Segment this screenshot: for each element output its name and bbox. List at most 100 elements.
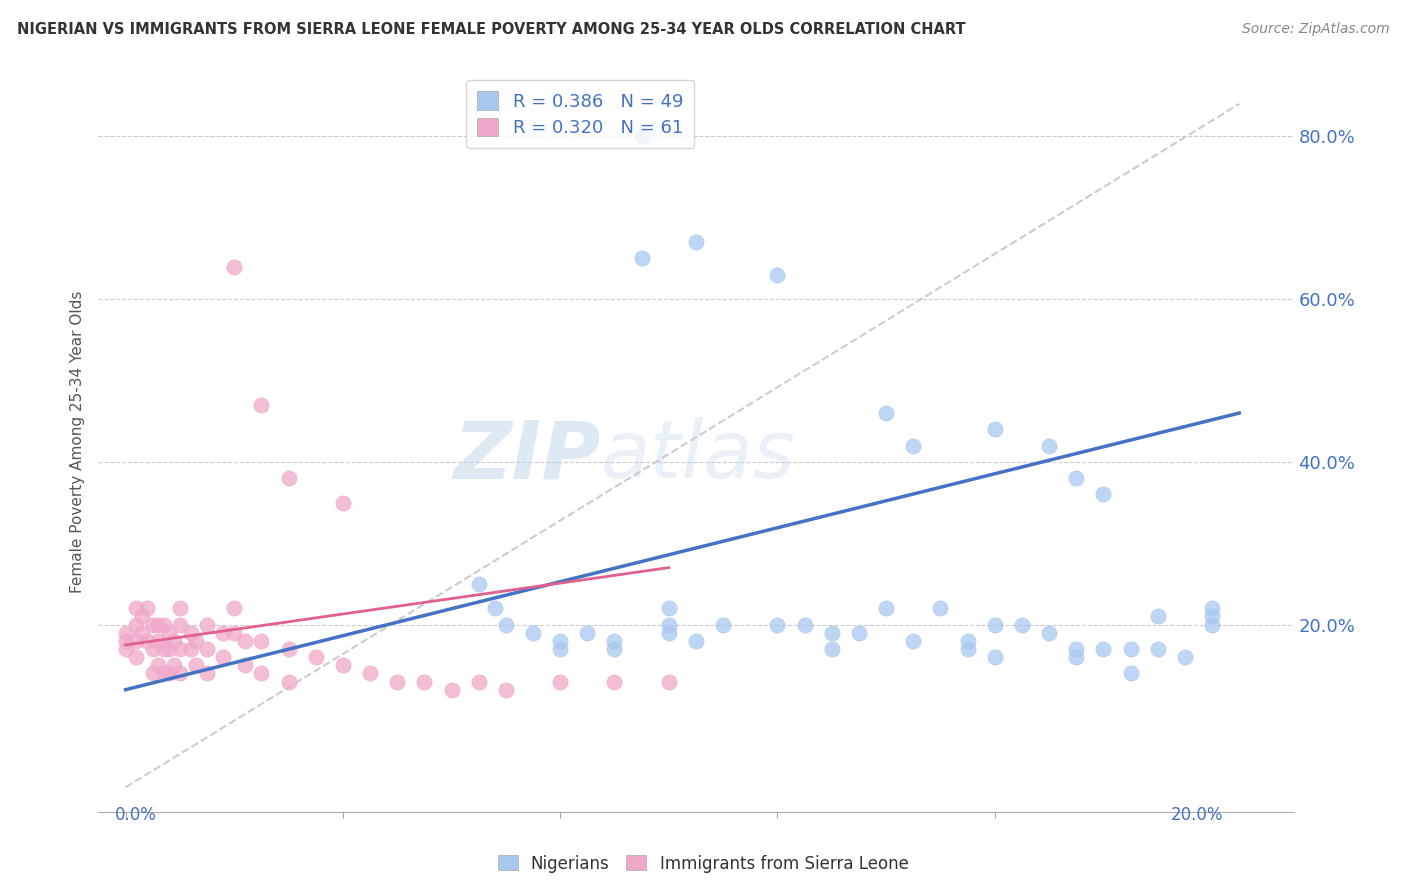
Text: Source: ZipAtlas.com: Source: ZipAtlas.com (1241, 22, 1389, 37)
Point (821, 642, 844, 657)
Point (495, 617, 517, 632)
Point (152, 642, 174, 657)
Point (548, 674, 571, 689)
Point (1201, 601, 1223, 615)
Point (224, 625, 246, 640)
Text: atlas: atlas (600, 417, 796, 495)
Point (603, 633, 626, 648)
Point (484, 601, 506, 615)
Point (984, 650, 1007, 665)
Point (956, 642, 979, 657)
Point (277, 674, 299, 689)
Point (114, 625, 136, 640)
Point (848, 625, 870, 640)
Point (1064, 471, 1087, 485)
Point (766, 268, 789, 282)
Point (630, 252, 652, 266)
Point (157, 666, 180, 681)
Point (548, 642, 571, 657)
Point (125, 601, 148, 615)
Point (131, 609, 153, 624)
Point (136, 633, 159, 648)
Point (142, 666, 165, 681)
Point (984, 617, 1007, 632)
Point (984, 422, 1007, 436)
Point (522, 625, 544, 640)
Point (903, 439, 925, 453)
Point (180, 625, 202, 640)
Point (114, 633, 136, 648)
Point (1064, 642, 1087, 657)
Point (1174, 650, 1197, 665)
Point (186, 633, 208, 648)
Point (685, 235, 707, 250)
Text: ZIP: ZIP (453, 417, 600, 495)
Point (495, 682, 517, 697)
Point (157, 642, 180, 657)
Legend: Nigerians, Immigrants from Sierra Leone: Nigerians, Immigrants from Sierra Leone (491, 848, 915, 880)
Point (658, 601, 681, 615)
Point (195, 617, 218, 632)
Point (250, 633, 273, 648)
Point (142, 642, 165, 657)
Text: 20.0%: 20.0% (1170, 805, 1223, 824)
Point (224, 601, 246, 615)
Point (1201, 617, 1223, 632)
Point (224, 260, 246, 274)
Point (387, 674, 409, 689)
Point (929, 601, 952, 615)
Point (766, 617, 789, 632)
Point (630, 129, 652, 144)
Point (658, 674, 681, 689)
Text: 0.0%: 0.0% (115, 805, 156, 824)
Point (114, 642, 136, 657)
Point (875, 406, 897, 420)
Point (195, 666, 218, 681)
Point (711, 617, 734, 632)
Point (1092, 642, 1115, 657)
Text: NIGERIAN VS IMMIGRANTS FROM SIERRA LEONE FEMALE POVERTY AMONG 25-34 YEAR OLDS CO: NIGERIAN VS IMMIGRANTS FROM SIERRA LEONE… (17, 22, 966, 37)
Point (212, 650, 235, 665)
Point (1146, 642, 1168, 657)
Point (148, 658, 170, 673)
Point (169, 617, 191, 632)
Point (233, 658, 256, 673)
Point (658, 617, 681, 632)
Point (125, 650, 148, 665)
Point (658, 625, 681, 640)
Point (148, 617, 170, 632)
Point (169, 601, 191, 615)
Point (142, 617, 165, 632)
Point (467, 577, 489, 591)
Point (332, 495, 354, 509)
Point (440, 682, 463, 697)
Point (212, 625, 235, 640)
Point (1064, 650, 1087, 665)
Point (169, 666, 191, 681)
Point (332, 658, 354, 673)
Point (169, 642, 191, 657)
Point (413, 674, 436, 689)
Point (277, 642, 299, 657)
Point (250, 666, 273, 681)
Y-axis label: Female Poverty Among 25-34 Year Olds: Female Poverty Among 25-34 Year Olds (69, 291, 84, 592)
Point (793, 617, 815, 632)
Point (305, 650, 328, 665)
Point (956, 633, 979, 648)
Point (250, 398, 273, 412)
Point (903, 633, 925, 648)
Point (1201, 609, 1223, 624)
Point (186, 658, 208, 673)
Point (233, 633, 256, 648)
Point (576, 625, 599, 640)
Point (821, 625, 844, 640)
Point (1092, 487, 1115, 501)
Point (152, 666, 174, 681)
Point (136, 601, 159, 615)
Point (195, 642, 218, 657)
Point (467, 674, 489, 689)
Point (1146, 609, 1168, 624)
Point (685, 633, 707, 648)
Point (875, 601, 897, 615)
Point (148, 633, 170, 648)
